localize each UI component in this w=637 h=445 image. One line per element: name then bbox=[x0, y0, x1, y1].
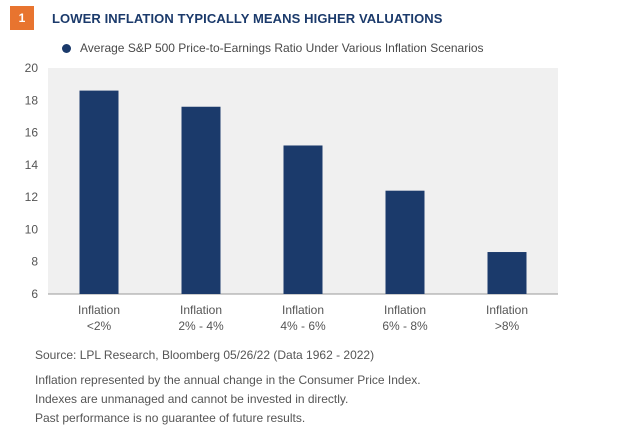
y-tick-label: 12 bbox=[25, 190, 39, 204]
x-tick-label: <2% bbox=[87, 319, 112, 333]
x-tick-label: Inflation bbox=[282, 303, 324, 317]
footnotes: Source: LPL Research, Bloomberg 05/26/22… bbox=[35, 348, 421, 428]
y-tick-label: 6 bbox=[31, 287, 38, 301]
y-tick-label: 10 bbox=[25, 222, 39, 236]
source-note: Source: LPL Research, Bloomberg 05/26/22… bbox=[35, 348, 375, 362]
x-tick-label: 2% - 4% bbox=[178, 319, 224, 333]
y-tick-label: 16 bbox=[25, 126, 39, 140]
x-tick-label: 4% - 6% bbox=[280, 319, 326, 333]
x-tick-label: 6% - 8% bbox=[382, 319, 428, 333]
y-tick-label: 14 bbox=[25, 158, 39, 172]
y-tick-label: 8 bbox=[31, 255, 38, 269]
footnote-2: Indexes are unmanaged and cannot be inve… bbox=[35, 392, 349, 406]
x-tick-label: Inflation bbox=[384, 303, 426, 317]
bar bbox=[283, 145, 323, 294]
x-tick-label: Inflation bbox=[180, 303, 222, 317]
chart-title: LOWER INFLATION TYPICALLY MEANS HIGHER V… bbox=[52, 11, 443, 26]
legend: Average S&P 500 Price-to-Earnings Ratio … bbox=[62, 41, 484, 55]
x-tick-label: Inflation bbox=[486, 303, 528, 317]
x-tick-label: >8% bbox=[495, 319, 520, 333]
legend-marker bbox=[62, 43, 71, 53]
bar bbox=[487, 252, 527, 294]
bar bbox=[385, 190, 425, 294]
footnote-1: Inflation represented by the annual chan… bbox=[35, 373, 421, 387]
bar bbox=[181, 106, 221, 294]
legend-label: Average S&P 500 Price-to-Earnings Ratio … bbox=[80, 41, 484, 55]
figure-number-badge: 1 bbox=[10, 6, 34, 30]
y-tick-label: 18 bbox=[25, 93, 39, 107]
bar bbox=[79, 90, 119, 294]
footnote-3: Past performance is no guarantee of futu… bbox=[35, 411, 306, 425]
bar-chart: 6 8 10 12 14 16 18 20 Inflation <2% Inflation 2% - … bbox=[25, 61, 558, 333]
y-tick-label: 20 bbox=[25, 61, 39, 75]
x-tick-label: Inflation bbox=[78, 303, 120, 317]
